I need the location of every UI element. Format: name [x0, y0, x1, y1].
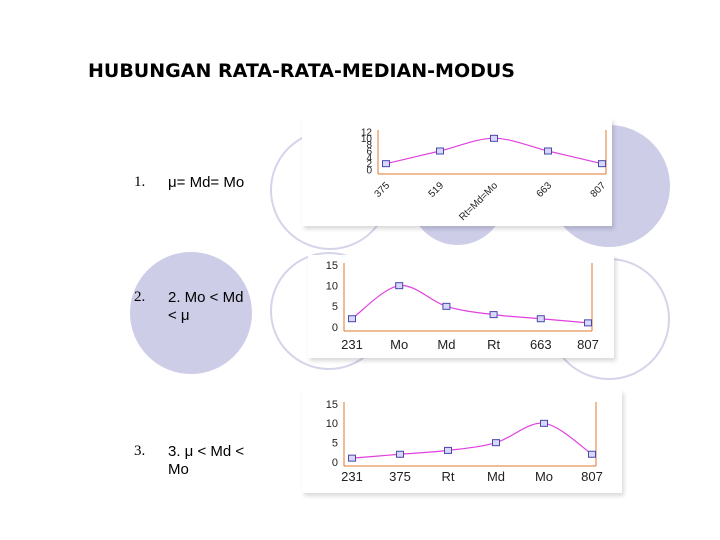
item-text-line: 2. Mo < Md: [168, 289, 244, 306]
item-text: 3. μ < Md < Mo: [168, 443, 244, 479]
y-tick-label: 2: [366, 159, 372, 170]
x-tick-label: Rt=Md=Mo: [457, 180, 500, 223]
y-tick-label: 0: [332, 457, 338, 469]
page-title: HUBUNGAN RATA-RATA-MEDIAN-MODUS: [88, 60, 515, 82]
x-tick-label: 519: [427, 180, 447, 200]
x-tick-label: 663: [535, 180, 555, 200]
y-tick-label: 15: [326, 399, 338, 411]
data-point: [584, 319, 592, 327]
item-number: 3.: [134, 443, 146, 459]
y-tick-label: 4: [366, 153, 372, 164]
data-point: [492, 439, 500, 447]
series-line: [351, 285, 589, 324]
y-tick-label: 6: [366, 147, 372, 158]
item-text-line: Mo: [168, 461, 189, 478]
x-tick-label: 231: [341, 469, 363, 484]
data-point: [490, 134, 498, 142]
item-text: 2. Mo < Md < μ: [168, 289, 243, 325]
item-text-line: 3. μ < Md <: [168, 443, 245, 460]
x-tick-label: Rt: [442, 469, 455, 484]
data-point: [588, 450, 596, 458]
data-point: [348, 454, 356, 462]
x-tick-label: 807: [577, 337, 599, 352]
x-tick-label: Md: [487, 469, 505, 484]
data-point: [395, 282, 404, 290]
data-point: [396, 450, 404, 458]
y-tick-label: 8: [366, 140, 372, 151]
data-point: [442, 302, 451, 310]
item-text-line: < μ: [168, 307, 190, 324]
x-tick-label: Rt: [487, 337, 500, 352]
y-tick-label: 5: [332, 301, 338, 313]
data-point: [544, 147, 552, 155]
data-point: [536, 315, 545, 323]
data-point: [436, 147, 444, 155]
y-tick-label: 10: [326, 281, 338, 293]
item-text: μ= Md= Mo: [168, 174, 244, 192]
x-tick-label: 663: [530, 337, 552, 352]
x-tick-label: Md: [437, 337, 455, 352]
y-tick-label: 10: [361, 134, 373, 145]
y-tick-label: 15: [326, 260, 338, 272]
data-point: [489, 311, 498, 319]
chart-box-1: 12 10 8 6 4 2 0 375 519 Rt=Md=Mo 663 807: [302, 118, 612, 226]
x-tick-label: Mo: [535, 469, 553, 484]
x-tick-label: 231: [341, 337, 363, 352]
item-text-line: μ= Md= Mo: [168, 174, 245, 191]
data-point: [540, 419, 548, 427]
y-tick-label: 12: [361, 128, 373, 139]
chart-box-2: 15 10 5 0 231 Mo Md Rt 663 807: [308, 255, 614, 358]
data-point: [444, 446, 452, 454]
y-tick-label: 0: [332, 322, 338, 334]
decor-circle: [130, 252, 252, 374]
series-line: [351, 422, 593, 459]
y-tick-label: 5: [332, 438, 338, 450]
series-line: [385, 137, 603, 165]
item-number: 1.: [134, 174, 146, 190]
chart-box-3: 15 10 5 0 231 375 Rt Md Mo 807: [302, 390, 622, 493]
x-tick-label: 375: [389, 469, 411, 484]
data-point: [348, 315, 356, 323]
y-tick-label: 10: [326, 418, 338, 430]
x-tick-label: 807: [589, 180, 609, 200]
x-tick-label: 807: [581, 469, 603, 484]
data-point: [598, 160, 606, 168]
x-tick-label: Mo: [390, 337, 408, 352]
y-tick-label: 0: [366, 166, 372, 177]
item-number: 2.: [134, 289, 146, 305]
x-tick-label: 375: [373, 180, 393, 200]
data-point: [382, 160, 390, 168]
